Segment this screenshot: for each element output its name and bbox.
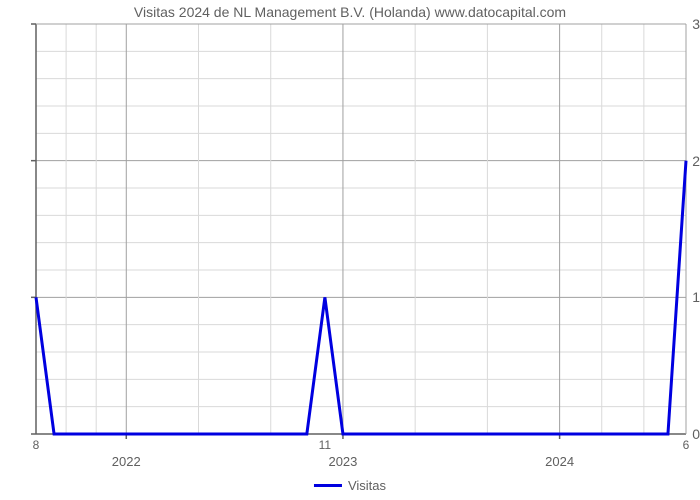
legend: Visitas <box>314 478 386 493</box>
legend-label: Visitas <box>348 478 386 493</box>
chart-plot-area <box>0 0 700 500</box>
legend-swatch <box>314 484 342 487</box>
chart-container: Visitas 2024 de NL Management B.V. (Hola… <box>0 0 700 500</box>
